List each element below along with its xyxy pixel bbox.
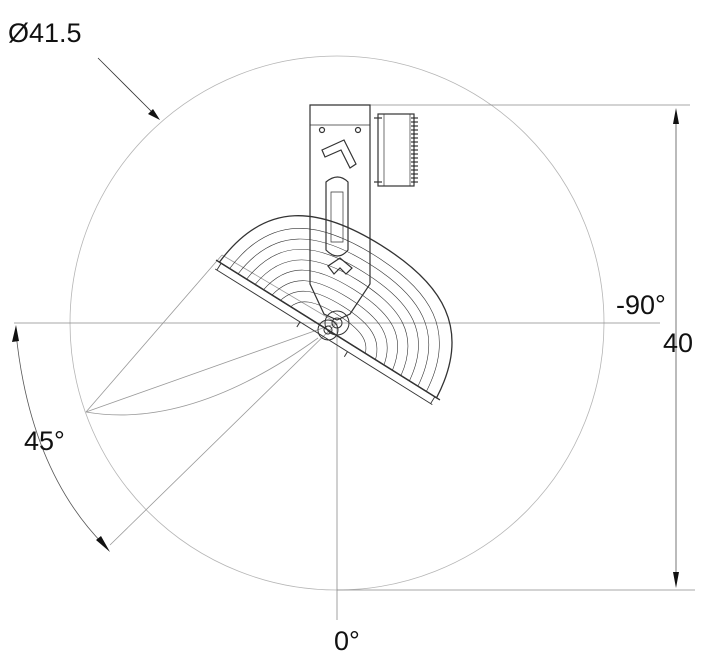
mounting-bracket (309, 104, 371, 321)
pivot-hub (324, 310, 350, 336)
height-arrow-bottom (673, 572, 679, 588)
angle-arc-outer (15, 332, 105, 546)
driver-box (374, 113, 415, 187)
angle-0-label: 0° (334, 626, 360, 656)
angle-ray-diagonal (109, 322, 338, 546)
diameter-leader-line (97, 57, 157, 117)
diameter-label: Ø41.5 (8, 18, 82, 48)
driver-fins (411, 117, 418, 183)
angle-arrow-bottom (96, 536, 110, 552)
height-label: 40 (663, 328, 694, 358)
angle-arrow-top (12, 325, 19, 342)
angle-ray-upper (221, 254, 338, 324)
angle-neg90-label: -90° (616, 290, 666, 320)
lamp-head (214, 215, 453, 405)
angle-ray-lower (85, 254, 223, 413)
diameter-arrow (148, 109, 160, 120)
angle-ray-center (85, 322, 338, 413)
angle-45-label: 45° (24, 426, 65, 456)
angle-arc-inner (85, 337, 319, 416)
height-arrow-top (673, 108, 679, 124)
